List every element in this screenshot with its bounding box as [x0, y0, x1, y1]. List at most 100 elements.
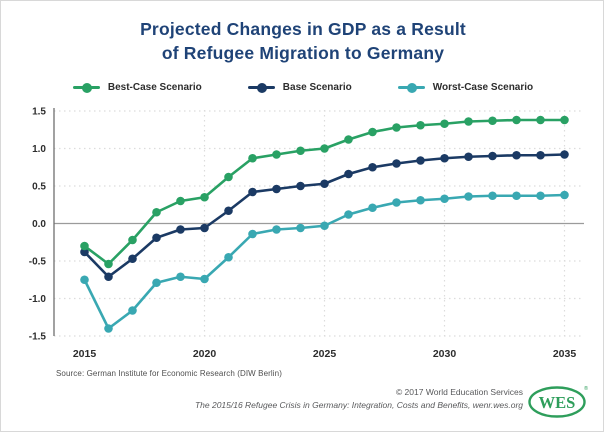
- data-point: [512, 150, 521, 160]
- data-point: [560, 150, 569, 159]
- wes-logo-oval: [528, 386, 586, 418]
- data-point: [152, 207, 161, 217]
- data-point: [488, 151, 497, 161]
- data-point: [128, 306, 137, 315]
- x-tick-label: 2020: [193, 348, 217, 360]
- x-tick-label: 2025: [313, 348, 337, 360]
- source-note: Source: German Institute for Economic Re…: [56, 369, 282, 378]
- legend-marker-dot: [81, 82, 92, 93]
- footer-copyright: © 2017 World Education Services: [395, 387, 523, 397]
- data-point: [224, 252, 233, 262]
- legend-item: Base Scenario: [247, 82, 352, 93]
- data-point: [416, 195, 425, 205]
- data-point: [200, 274, 209, 284]
- data-point: [200, 192, 209, 202]
- data-point: [392, 123, 401, 132]
- data-point: [512, 115, 521, 125]
- data-point: [80, 241, 89, 251]
- legend-marker-line: [397, 82, 425, 93]
- data-point: [176, 225, 185, 234]
- data-point: [272, 225, 281, 234]
- y-tick-label: -1.5: [29, 332, 47, 343]
- y-tick-label: 0.0: [32, 219, 46, 230]
- data-point: [176, 272, 185, 282]
- x-tick-label: 2035: [553, 348, 577, 360]
- data-point: [272, 150, 281, 159]
- data-point: [296, 146, 305, 156]
- gdp-line-chart: 1.5 1.0 0.5 0.0 -0.5 -1.0 -1.5 2015 2020 2025 2030…: [29, 107, 584, 360]
- data-point: [440, 119, 449, 129]
- data-point: [224, 172, 233, 182]
- data-point: [488, 191, 497, 201]
- data-point: [464, 192, 473, 201]
- data-point: [248, 229, 257, 239]
- data-point: [296, 223, 305, 233]
- data-point: [368, 127, 377, 137]
- data-point: [440, 194, 449, 204]
- y-tick-label: 0.5: [32, 182, 46, 193]
- data-point: [176, 196, 185, 206]
- data-point: [488, 116, 497, 126]
- legend-label: Base Scenario: [282, 82, 352, 93]
- legend-item: Worst-Case Scenario: [397, 82, 534, 93]
- data-point: [536, 150, 545, 160]
- data-point: [416, 120, 425, 130]
- chart-title-line1: Projected Changes in GDP as a Result: [140, 19, 466, 39]
- data-point: [344, 135, 353, 144]
- data-point: [368, 203, 377, 213]
- y-tick-label: -0.5: [29, 257, 47, 268]
- legend-label: Worst-Case Scenario: [432, 82, 534, 93]
- y-tick-label: -1.0: [29, 294, 47, 305]
- data-point: [152, 233, 161, 243]
- legend-label: Best-Case Scenario: [107, 82, 202, 93]
- chart-title-line2: of Refugee Migration to Germany: [161, 42, 445, 63]
- x-tick-label: 2030: [433, 348, 457, 360]
- data-point: [344, 210, 353, 219]
- data-point: [296, 181, 305, 191]
- data-point: [392, 198, 401, 207]
- legend-marker-line: [247, 82, 275, 93]
- data-point: [464, 152, 473, 162]
- data-point: [80, 275, 89, 285]
- data-point: [104, 324, 113, 333]
- data-point: [248, 187, 257, 197]
- data-point: [224, 206, 233, 216]
- data-point: [536, 115, 545, 125]
- data-point: [80, 247, 89, 257]
- data-point: [152, 278, 161, 288]
- data-point: [560, 190, 569, 200]
- legend-marker-dot: [406, 82, 417, 93]
- data-point: [128, 235, 137, 245]
- data-point: [392, 159, 401, 168]
- data-point: [536, 191, 545, 201]
- footer-attribution: © 2017 World Education Services The 2015…: [195, 386, 523, 412]
- data-point: [560, 115, 569, 125]
- data-point: [320, 144, 329, 153]
- data-point: [440, 153, 449, 163]
- y-tick-label: 1.5: [32, 107, 46, 118]
- wes-logo-text: WES: [539, 393, 576, 412]
- data-point: [128, 254, 137, 264]
- legend-item: Best-Case Scenario: [72, 82, 202, 93]
- data-point: [248, 153, 257, 163]
- data-point: [464, 117, 473, 126]
- y-tick-label: 1.0: [32, 144, 46, 155]
- wes-logo-registered-mark: ®: [584, 385, 588, 392]
- data-point: [368, 162, 377, 172]
- data-point: [320, 179, 329, 189]
- data-point: [512, 191, 521, 201]
- data-point: [104, 259, 113, 269]
- data-point: [416, 156, 425, 165]
- chart-title: Projected Changes in GDP as a Result of …: [1, 18, 603, 65]
- legend-marker-line: [72, 82, 100, 93]
- legend-marker-dot: [256, 82, 267, 93]
- data-point: [272, 184, 281, 194]
- data-point: [344, 169, 353, 179]
- data-point: [104, 272, 113, 282]
- chart-legend: Best-Case Scenario Base Scenario Worst-Cas…: [1, 82, 603, 93]
- footer-citation: The 2015/16 Refugee Crisis in Germany: I…: [194, 400, 523, 411]
- x-tick-label: 2015: [73, 348, 97, 360]
- data-point: [320, 221, 329, 231]
- wes-logo: WES ®: [528, 385, 588, 418]
